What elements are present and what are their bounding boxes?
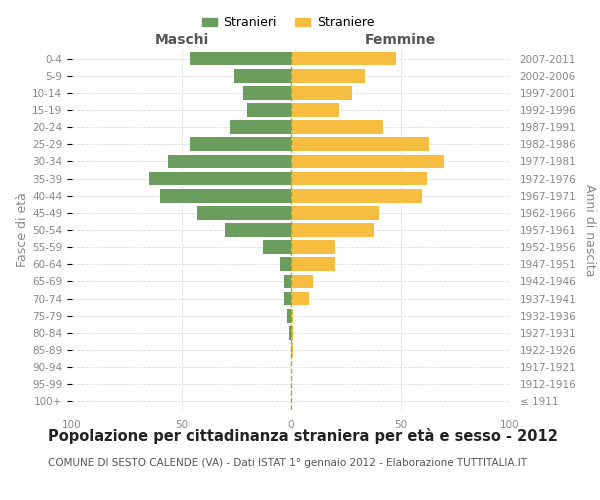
Bar	[291, 274, 313, 288]
Bar	[291, 343, 293, 357]
Bar	[291, 103, 339, 117]
Bar	[190, 52, 291, 66]
Bar	[287, 309, 291, 322]
Bar	[291, 138, 429, 151]
Bar	[291, 223, 374, 237]
Bar	[234, 69, 291, 82]
Bar	[291, 240, 335, 254]
Y-axis label: Anni di nascita: Anni di nascita	[583, 184, 596, 276]
Bar	[291, 292, 308, 306]
Bar	[169, 154, 291, 168]
Text: Femmine: Femmine	[365, 32, 436, 46]
Bar	[190, 138, 291, 151]
Bar	[197, 206, 291, 220]
Bar	[291, 326, 293, 340]
Bar	[149, 172, 291, 185]
Y-axis label: Fasce di età: Fasce di età	[16, 192, 29, 268]
Bar	[284, 292, 291, 306]
Bar	[230, 120, 291, 134]
Bar	[247, 103, 291, 117]
Bar	[226, 223, 291, 237]
Text: COMUNE DI SESTO CALENDE (VA) - Dati ISTAT 1° gennaio 2012 - Elaborazione TUTTITA: COMUNE DI SESTO CALENDE (VA) - Dati ISTA…	[48, 458, 527, 468]
Text: Maschi: Maschi	[154, 32, 209, 46]
Bar	[291, 120, 383, 134]
Bar	[284, 274, 291, 288]
Bar	[280, 258, 291, 271]
Bar	[291, 189, 422, 202]
Bar	[263, 240, 291, 254]
Bar	[291, 258, 335, 271]
Bar	[291, 69, 365, 82]
Bar	[243, 86, 291, 100]
Bar	[291, 52, 396, 66]
Bar	[291, 86, 352, 100]
Legend: Stranieri, Straniere: Stranieri, Straniere	[197, 11, 379, 34]
Bar	[291, 172, 427, 185]
Bar	[289, 326, 291, 340]
Bar	[291, 206, 379, 220]
Text: Popolazione per cittadinanza straniera per età e sesso - 2012: Popolazione per cittadinanza straniera p…	[48, 428, 558, 444]
Bar	[291, 309, 293, 322]
Bar	[160, 189, 291, 202]
Bar	[291, 154, 445, 168]
